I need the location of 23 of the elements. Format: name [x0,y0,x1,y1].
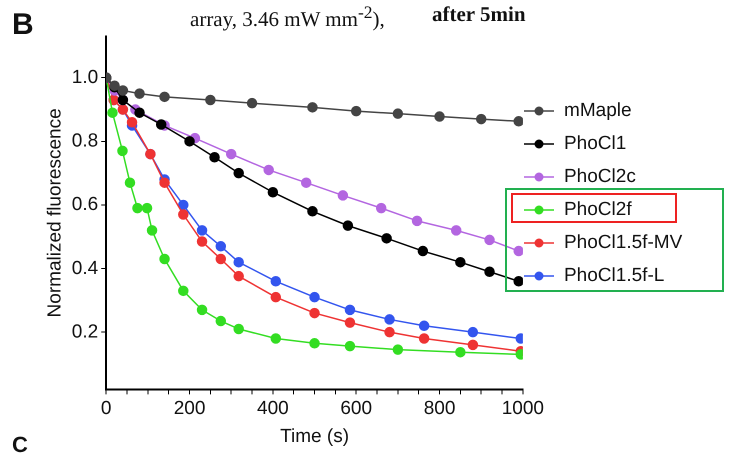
text: B [12,8,34,42]
x-tick-label: 400 [257,398,289,420]
x-tick-label: 0 [100,398,112,420]
x-axis-title: Time (s) [280,426,350,447]
legend-label: PhoCl1.5f-MV [564,232,682,254]
y-tick-label: 0.4 [72,258,99,279]
legend-label: PhoCl2c [564,166,636,188]
text: after 5min [432,2,526,27]
x-tick-label: 600 [340,398,372,420]
legend-label: PhoCl1.5f-L [564,265,664,287]
legend-label: PhoCl2f [564,199,632,221]
y-tick-label: 0.8 [72,130,98,152]
x-tick-label: 200 [174,398,206,420]
x-tick-label: 800 [424,398,456,420]
legend-label: mMaple [564,100,632,122]
text: array, 3.46 mW mm$^{-2}$), [190,2,385,32]
y-tick-label: 0.2 [72,321,98,342]
y-tick-label: 0.6 [72,194,98,216]
x-tick-label: 1000 [502,398,544,420]
legend-label: PhoCl1 [564,133,626,155]
y-axis-title: Normalized fluorescence [44,108,66,318]
text: C [12,432,28,458]
y-tick-label: 1.0 [72,66,98,88]
